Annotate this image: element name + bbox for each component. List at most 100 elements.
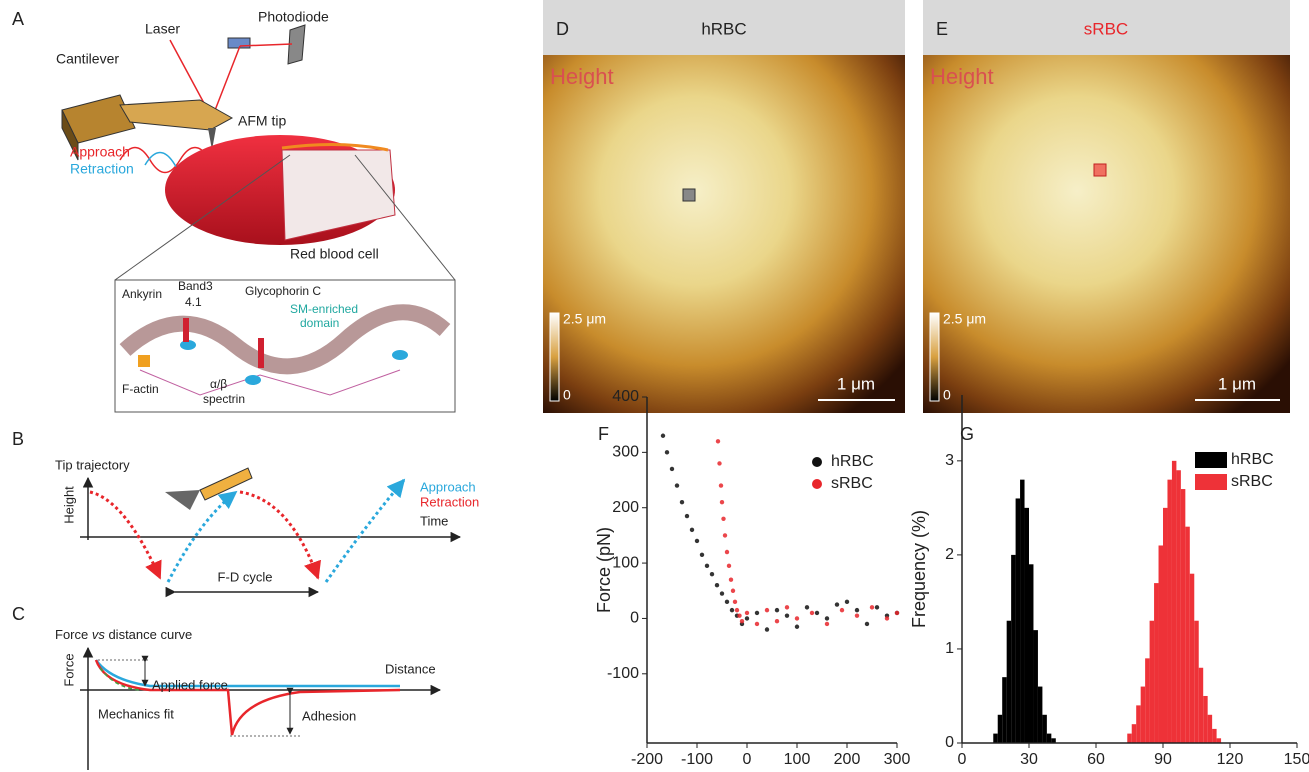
- bar: [1046, 733, 1052, 743]
- point: [724, 599, 730, 605]
- point: [784, 613, 790, 618]
- label: 4.1: [185, 295, 202, 309]
- point: [719, 591, 725, 596]
- label: vs: [92, 627, 106, 642]
- point: [814, 610, 820, 616]
- x-tick-label: 60: [1087, 751, 1105, 768]
- colorbar: [549, 312, 560, 402]
- label: Ankyrin: [122, 287, 162, 301]
- point: [774, 619, 780, 624]
- point: [874, 605, 880, 610]
- legend-label: hRBC: [831, 453, 874, 470]
- point: [854, 613, 860, 618]
- cantilever: [119, 99, 234, 131]
- x-tick-label: 120: [1217, 751, 1244, 768]
- membrane: [281, 142, 389, 152]
- bar: [1171, 460, 1177, 743]
- legend-label: hRBC: [1231, 451, 1274, 468]
- header: [543, 0, 905, 55]
- point: [739, 619, 745, 624]
- label: Band3: [178, 279, 213, 293]
- panel-title: sRBC: [1084, 19, 1128, 38]
- point: [704, 563, 710, 569]
- x-tick-label: 300: [884, 751, 911, 768]
- point: [732, 599, 738, 605]
- point: [809, 610, 815, 616]
- point: [717, 461, 722, 466]
- x-tick-label: -100: [681, 751, 713, 768]
- point: [699, 552, 705, 557]
- legend-marker: [812, 479, 822, 489]
- point: [729, 607, 735, 613]
- bar: [997, 714, 1003, 743]
- label: Height: [61, 486, 76, 524]
- panel-e: E sRBC Height 2.5 μm 0 1 μm: [923, 0, 1290, 413]
- panel-c: C Force vs distance curve Force Distance…: [12, 604, 442, 770]
- y-tick-label: 1: [945, 640, 954, 657]
- afm-image: [923, 55, 1290, 413]
- label: Approach: [70, 144, 130, 160]
- point: [774, 607, 780, 613]
- bar: [1011, 554, 1016, 743]
- membrane-inset: [114, 279, 456, 413]
- x-tick-label: 150: [1284, 751, 1309, 768]
- point: [844, 599, 850, 605]
- label: SM-enriched: [290, 302, 358, 316]
- label: 2.5 μm: [943, 311, 986, 327]
- point: [722, 533, 728, 538]
- point: [730, 588, 736, 593]
- panel-letter: G: [960, 424, 974, 444]
- point: [715, 439, 721, 444]
- label: AFM tip: [238, 113, 286, 129]
- y-tick-label: 100: [612, 554, 639, 571]
- bar: [1212, 728, 1217, 743]
- fit-curve: [99, 667, 141, 691]
- point: [794, 624, 800, 629]
- x-tick-label: -200: [631, 751, 663, 768]
- y-tick-label: 300: [612, 444, 639, 461]
- bar: [1189, 573, 1195, 743]
- band3: [183, 318, 189, 342]
- label: Applied force: [152, 677, 228, 692]
- actin: [138, 355, 150, 367]
- point: [734, 607, 740, 613]
- label: Force: [61, 653, 76, 686]
- panel-letter: C: [12, 604, 25, 624]
- mirror: [227, 37, 251, 49]
- label: F-D cycle: [218, 569, 273, 584]
- label: Mechanics fit: [98, 706, 174, 721]
- point: [674, 483, 680, 488]
- label: 0: [943, 387, 951, 403]
- label: Laser: [145, 21, 180, 37]
- label: Retraction: [420, 494, 479, 509]
- bar: [1180, 489, 1186, 743]
- bar: [1207, 714, 1213, 743]
- bar: [1203, 695, 1208, 743]
- point: [869, 605, 875, 610]
- bar: [1024, 507, 1029, 743]
- bar: [1020, 479, 1025, 743]
- label: Tip trajectory: [55, 457, 130, 472]
- label: Force vs distance curve: [55, 627, 192, 642]
- bar: [1176, 470, 1181, 743]
- legend-marker: [812, 457, 822, 467]
- y-tick-label: 400: [612, 388, 639, 405]
- trajectory: [166, 490, 238, 583]
- point: [744, 610, 750, 616]
- point: [714, 583, 720, 588]
- afm-image: [543, 55, 905, 413]
- panel-a: A Cantilever Laser Photodiode AFM tip Ap…: [12, 9, 456, 413]
- point: [694, 538, 700, 544]
- point: [764, 607, 770, 613]
- x-tick-label: 30: [1020, 751, 1038, 768]
- approach-wave: [119, 146, 211, 174]
- x-tick-label: 100: [784, 751, 811, 768]
- photodiode-icon: [287, 24, 306, 65]
- panel-letter: B: [12, 429, 24, 449]
- bar: [1002, 677, 1007, 743]
- label: α/β: [210, 377, 227, 391]
- trajectory: [239, 490, 321, 580]
- bar: [1131, 724, 1137, 743]
- label: 1 μm: [837, 374, 875, 393]
